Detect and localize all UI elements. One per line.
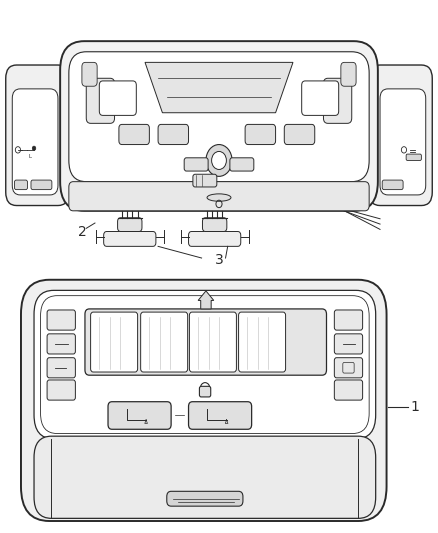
FancyBboxPatch shape [47, 310, 75, 330]
FancyBboxPatch shape [245, 124, 276, 144]
FancyBboxPatch shape [189, 312, 237, 372]
FancyBboxPatch shape [6, 65, 69, 206]
FancyBboxPatch shape [158, 124, 188, 144]
FancyBboxPatch shape [85, 309, 326, 375]
FancyBboxPatch shape [341, 62, 356, 86]
FancyBboxPatch shape [334, 334, 363, 354]
FancyBboxPatch shape [21, 280, 387, 521]
FancyBboxPatch shape [47, 380, 75, 400]
Polygon shape [145, 62, 293, 113]
FancyBboxPatch shape [60, 41, 378, 211]
FancyBboxPatch shape [119, 124, 149, 144]
FancyBboxPatch shape [334, 310, 363, 330]
Text: 1: 1 [410, 400, 419, 414]
FancyBboxPatch shape [302, 81, 339, 115]
FancyBboxPatch shape [380, 89, 426, 195]
FancyBboxPatch shape [334, 380, 363, 400]
FancyBboxPatch shape [167, 491, 243, 506]
FancyBboxPatch shape [108, 402, 171, 429]
FancyBboxPatch shape [239, 312, 286, 372]
FancyBboxPatch shape [69, 182, 369, 211]
Polygon shape [198, 291, 214, 309]
FancyBboxPatch shape [382, 180, 403, 190]
FancyBboxPatch shape [199, 386, 211, 397]
FancyBboxPatch shape [12, 89, 58, 195]
FancyBboxPatch shape [34, 436, 376, 519]
Ellipse shape [207, 194, 231, 201]
FancyBboxPatch shape [47, 358, 75, 378]
FancyBboxPatch shape [334, 358, 363, 378]
Circle shape [206, 144, 232, 176]
FancyBboxPatch shape [406, 154, 421, 160]
Text: L: L [28, 154, 31, 159]
FancyBboxPatch shape [188, 402, 252, 429]
FancyBboxPatch shape [31, 180, 52, 190]
Text: 2: 2 [78, 225, 86, 239]
FancyBboxPatch shape [117, 217, 142, 231]
FancyBboxPatch shape [91, 312, 138, 372]
FancyBboxPatch shape [99, 81, 136, 115]
FancyBboxPatch shape [188, 231, 241, 246]
FancyBboxPatch shape [34, 290, 376, 439]
Text: 3: 3 [215, 253, 223, 266]
FancyBboxPatch shape [104, 231, 156, 246]
Circle shape [32, 146, 36, 150]
FancyBboxPatch shape [82, 62, 97, 86]
FancyBboxPatch shape [47, 334, 75, 354]
FancyBboxPatch shape [141, 312, 187, 372]
FancyBboxPatch shape [193, 174, 217, 187]
FancyBboxPatch shape [284, 124, 315, 144]
FancyBboxPatch shape [202, 217, 227, 231]
Circle shape [212, 151, 226, 169]
FancyBboxPatch shape [230, 158, 254, 171]
FancyBboxPatch shape [323, 78, 352, 123]
FancyBboxPatch shape [69, 52, 369, 182]
FancyBboxPatch shape [184, 158, 208, 171]
FancyBboxPatch shape [86, 78, 115, 123]
FancyBboxPatch shape [14, 180, 28, 190]
FancyBboxPatch shape [369, 65, 432, 206]
